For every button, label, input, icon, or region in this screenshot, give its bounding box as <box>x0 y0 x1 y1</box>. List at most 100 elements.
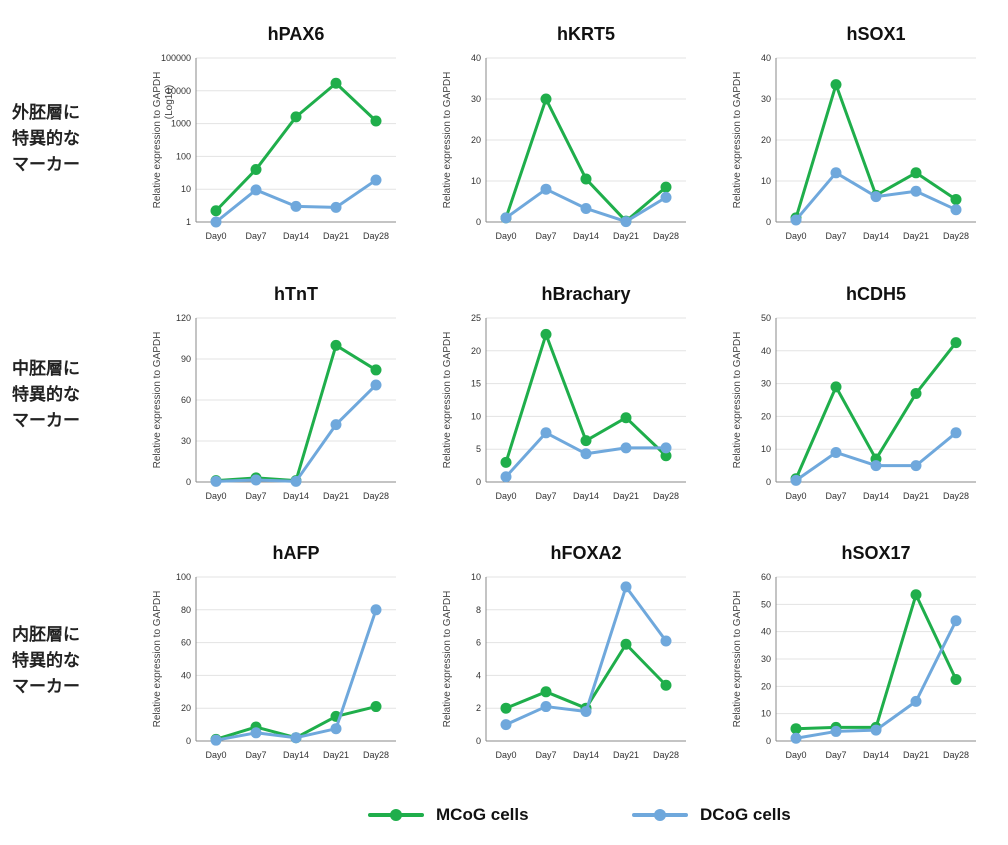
x-tick-label: Day14 <box>573 491 599 501</box>
y-tick-label: 1 <box>186 217 191 227</box>
x-tick-label: Day14 <box>863 750 889 760</box>
data-point-dcog <box>250 727 262 739</box>
y-tick-label: 10 <box>471 411 481 421</box>
data-point-dcog <box>370 174 382 186</box>
y-axis-label: Relative expression to GAPDH <box>442 332 453 469</box>
data-point-mcog <box>910 589 922 601</box>
y-tick-label: 20 <box>471 135 481 145</box>
y-axis-label: Relative expression to GAPDH <box>442 72 453 209</box>
x-tick-label: Day14 <box>283 491 309 501</box>
y-tick-label: 1000 <box>171 119 191 129</box>
x-tick-label: Day21 <box>903 491 929 501</box>
data-point-dcog <box>660 191 672 203</box>
data-point-dcog <box>830 446 842 458</box>
data-point-mcog <box>950 337 962 349</box>
x-tick-label: Day0 <box>495 491 516 501</box>
data-point-mcog <box>370 701 382 713</box>
y-tick-label: 50 <box>761 313 771 323</box>
y-tick-label: 120 <box>176 313 191 323</box>
legend-marker-dcog <box>632 809 688 821</box>
data-point-mcog <box>290 111 302 123</box>
data-point-dcog <box>500 212 512 224</box>
chart-panel-hbrachary: hBrachary 0 5 10 15 20 25 Day0 Day7 Day14 Day21 Day… <box>442 284 686 501</box>
x-tick-label: Day14 <box>863 231 889 241</box>
y-axis-label: Relative expression to GAPDH <box>152 332 163 469</box>
x-tick-label: Day28 <box>363 491 389 501</box>
x-tick-label: Day21 <box>613 491 639 501</box>
y-tick-label: 100000 <box>161 53 191 63</box>
data-point-dcog <box>250 474 262 486</box>
data-point-dcog <box>330 723 342 735</box>
y-tick-label: 50 <box>761 599 771 609</box>
data-point-mcog <box>250 163 262 175</box>
legend-label-mcog: MCoG cells <box>436 805 529 824</box>
chart-title: hCDH5 <box>846 284 906 304</box>
x-tick-label: Day0 <box>495 750 516 760</box>
row-label-mesoderm: 中胚層に 特異的な マーカー <box>12 359 80 431</box>
chart-panel-hfoxa2: hFOXA2 0 2 4 6 8 10 Day0 Day7 Day14 Day21 Day28 Rela… <box>442 543 686 760</box>
series-line-mcog <box>795 593 958 731</box>
y-tick-label: 0 <box>186 736 191 746</box>
x-tick-label: Day21 <box>903 750 929 760</box>
y-tick-label: 15 <box>471 379 481 389</box>
y-tick-label: 10 <box>761 709 771 719</box>
y-tick-label: 20 <box>471 346 481 356</box>
legend-item-dcog: DCoG cells <box>632 800 791 830</box>
y-tick-label: 100 <box>176 572 191 582</box>
y-tick-label: 0 <box>476 217 481 227</box>
x-tick-label: Day21 <box>903 231 929 241</box>
x-tick-label: Day0 <box>785 750 806 760</box>
legend-label-dcog: DCoG cells <box>700 805 791 824</box>
x-tick-label: Day21 <box>323 750 349 760</box>
y-tick-label: 5 <box>476 444 481 454</box>
series-line-dcog <box>215 383 378 483</box>
y-tick-label: 80 <box>181 605 191 615</box>
data-point-dcog <box>660 442 672 454</box>
data-point-dcog <box>620 216 632 228</box>
data-point-dcog <box>210 734 222 746</box>
y-tick-label: 6 <box>476 638 481 648</box>
data-point-dcog <box>540 183 552 195</box>
data-point-mcog <box>660 679 672 691</box>
x-tick-label: Day0 <box>495 231 516 241</box>
y-tick-label: 90 <box>181 354 191 364</box>
data-point-dcog <box>790 732 802 744</box>
x-tick-label: Day7 <box>825 491 846 501</box>
data-point-mcog <box>950 674 962 685</box>
y-tick-label: 10 <box>181 184 191 194</box>
y-axis-label-sub: (Log10) <box>164 85 175 119</box>
data-point-mcog <box>370 115 382 127</box>
chart-panel-htnt: hTnT 0 30 60 90 120 Day0 Day7 Day14 Day21 Day28 Rel… <box>152 284 396 501</box>
y-tick-label: 30 <box>761 94 771 104</box>
data-point-dcog <box>580 448 592 460</box>
legend-marker-mcog <box>368 809 424 821</box>
x-tick-label: Day0 <box>205 231 226 241</box>
data-point-dcog <box>500 719 512 731</box>
data-point-dcog <box>950 427 962 439</box>
data-point-dcog <box>500 471 512 483</box>
data-point-mcog <box>500 456 512 468</box>
chart-panel-hsox17: hSOX17 0 10 20 30 40 50 60 Day0 Day7 Day14 Day21 Day… <box>732 543 976 760</box>
x-tick-label: Day7 <box>535 750 556 760</box>
data-point-dcog <box>830 167 842 179</box>
data-point-mcog <box>500 702 512 714</box>
data-point-dcog <box>830 725 842 737</box>
y-tick-label: 10 <box>761 444 771 454</box>
series-line-mcog <box>215 343 377 483</box>
y-tick-label: 0 <box>186 477 191 487</box>
x-tick-label: Day14 <box>863 491 889 501</box>
y-tick-label: 10000 <box>166 86 191 96</box>
x-tick-label: Day28 <box>653 491 679 501</box>
data-point-dcog <box>290 732 302 744</box>
y-tick-label: 20 <box>181 703 191 713</box>
y-tick-label: 25 <box>471 313 481 323</box>
x-tick-label: Day28 <box>943 231 969 241</box>
y-tick-label: 0 <box>766 736 771 746</box>
y-tick-label: 0 <box>766 477 771 487</box>
data-point-dcog <box>620 442 632 454</box>
y-tick-label: 4 <box>476 670 481 680</box>
data-point-dcog <box>540 427 552 439</box>
x-tick-label: Day7 <box>535 491 556 501</box>
chart-title: hBrachary <box>541 284 630 304</box>
y-axis-label: Relative expression to GAPDH <box>442 591 453 728</box>
